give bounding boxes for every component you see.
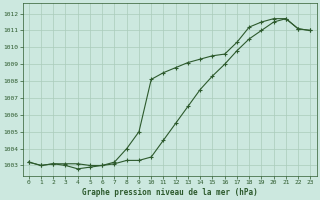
X-axis label: Graphe pression niveau de la mer (hPa): Graphe pression niveau de la mer (hPa): [82, 188, 258, 197]
